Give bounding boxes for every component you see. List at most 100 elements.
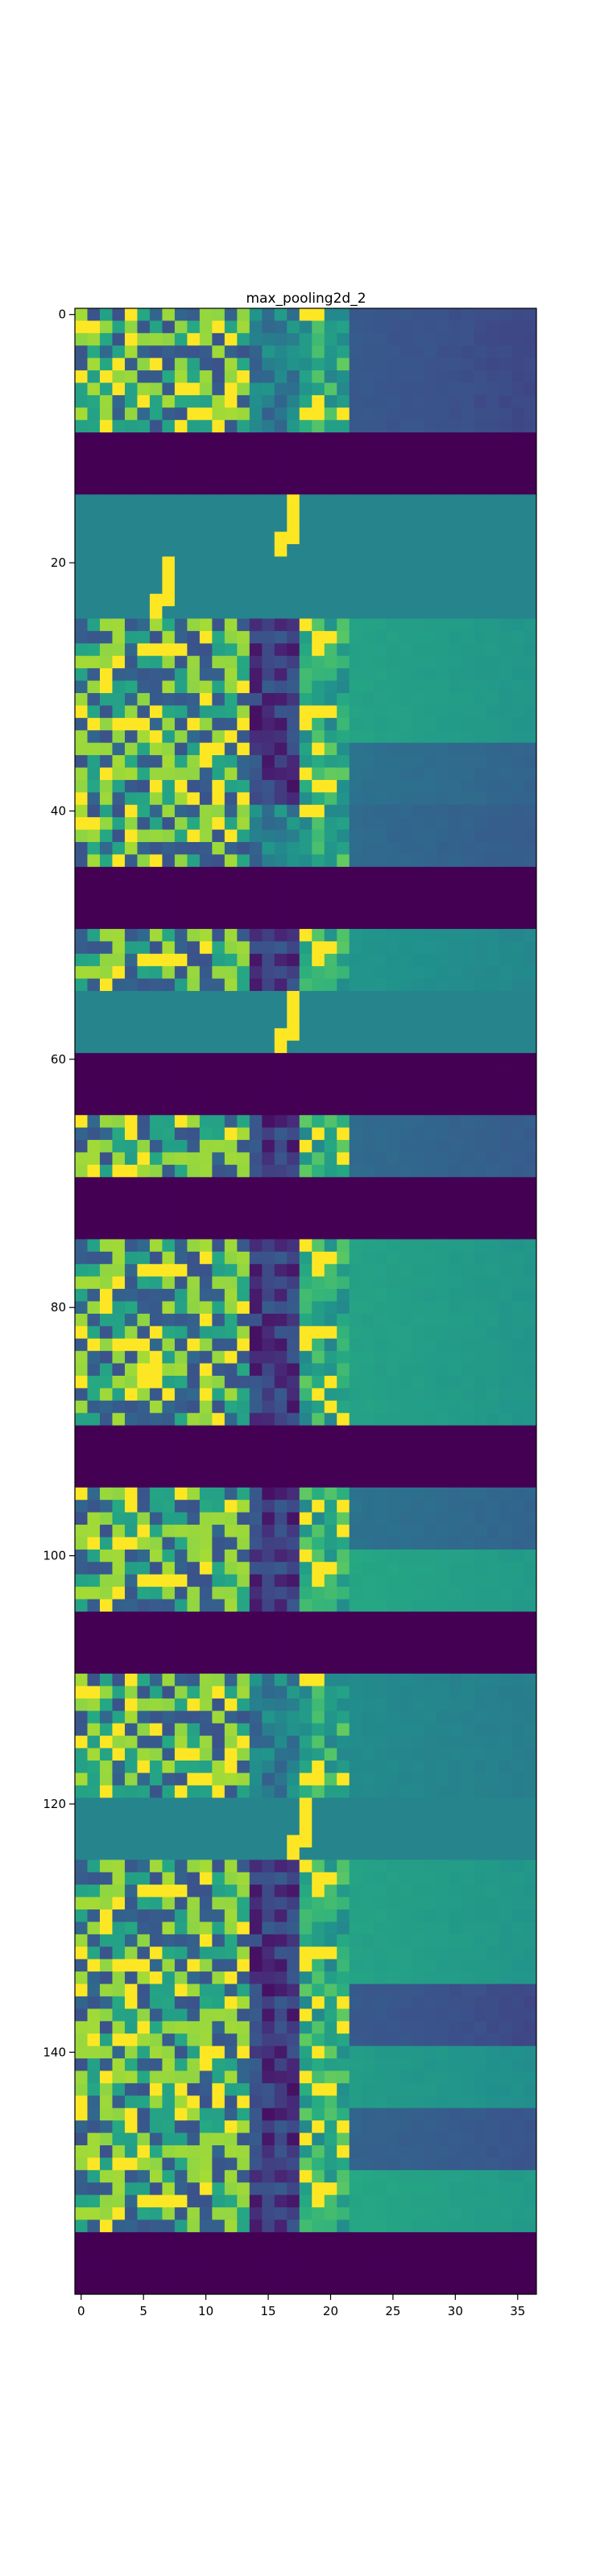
heatmap-cell bbox=[187, 730, 200, 743]
heatmap-cell bbox=[337, 507, 350, 520]
heatmap-cell bbox=[87, 1202, 100, 1215]
heatmap-cell bbox=[461, 1016, 474, 1029]
heatmap-cell bbox=[100, 1513, 113, 1525]
heatmap-cell bbox=[350, 780, 362, 793]
heatmap-cell bbox=[499, 1364, 512, 1377]
heatmap-cell bbox=[437, 1736, 449, 1748]
heatmap-cell bbox=[100, 1674, 113, 1686]
heatmap-cell bbox=[449, 830, 462, 843]
heatmap-cell bbox=[275, 569, 288, 582]
heatmap-cell bbox=[212, 1426, 225, 1439]
heatmap-cell bbox=[187, 1302, 200, 1315]
heatmap-cell bbox=[187, 1624, 200, 1637]
heatmap-cell bbox=[449, 1674, 462, 1686]
heatmap-cell bbox=[200, 445, 213, 458]
heatmap-cell bbox=[412, 1016, 424, 1029]
heatmap-cell bbox=[449, 1662, 462, 1674]
heatmap-cell bbox=[162, 1810, 175, 1823]
heatmap-cell bbox=[499, 1674, 512, 1686]
heatmap-cell bbox=[150, 1128, 163, 1141]
heatmap-cell bbox=[511, 308, 524, 321]
heatmap-cell bbox=[212, 1140, 225, 1153]
heatmap-cell bbox=[112, 730, 125, 743]
heatmap-cell bbox=[87, 892, 100, 905]
heatmap-cell bbox=[175, 631, 188, 644]
heatmap-cell bbox=[486, 1537, 499, 1550]
heatmap-cell bbox=[499, 767, 512, 780]
heatmap-cell bbox=[399, 383, 412, 396]
heatmap-cell bbox=[162, 445, 175, 458]
heatmap-cell bbox=[437, 1922, 449, 1934]
heatmap-cell bbox=[300, 755, 312, 768]
heatmap-cell bbox=[424, 1612, 437, 1624]
heatmap-cell bbox=[175, 1922, 188, 1934]
heatmap-cell bbox=[125, 594, 138, 607]
heatmap-cell bbox=[499, 532, 512, 545]
heatmap-cell bbox=[200, 618, 213, 631]
heatmap-cell bbox=[412, 643, 424, 656]
heatmap-cell bbox=[337, 817, 350, 830]
heatmap-cell bbox=[237, 1761, 250, 1773]
heatmap-cell bbox=[275, 1897, 288, 1910]
heatmap-cell bbox=[499, 1686, 512, 1699]
heatmap-cell bbox=[325, 1451, 337, 1463]
heatmap-cell bbox=[262, 532, 275, 545]
heatmap-cell bbox=[275, 1190, 288, 1203]
heatmap-cell bbox=[287, 1488, 300, 1501]
heatmap-cell bbox=[337, 1785, 350, 1798]
heatmap-cell bbox=[449, 519, 462, 532]
heatmap-cell bbox=[287, 954, 300, 967]
heatmap-cell bbox=[87, 917, 100, 930]
heatmap-cell bbox=[499, 1587, 512, 1600]
heatmap-cell bbox=[362, 594, 375, 607]
heatmap-cell bbox=[237, 494, 250, 507]
heatmap-cell bbox=[424, 643, 437, 656]
heatmap-cell bbox=[75, 544, 88, 557]
heatmap-cell bbox=[486, 1946, 499, 1959]
heatmap-cell bbox=[511, 420, 524, 433]
heatmap-cell bbox=[112, 1364, 125, 1377]
heatmap-cell bbox=[511, 1090, 524, 1103]
heatmap-cell bbox=[325, 1066, 337, 1079]
heatmap-cell bbox=[524, 1388, 537, 1401]
heatmap-cell bbox=[125, 320, 138, 333]
heatmap-cell bbox=[511, 1475, 524, 1488]
heatmap-cell bbox=[461, 1662, 474, 1674]
heatmap-cell bbox=[362, 556, 375, 569]
heatmap-cell bbox=[412, 1537, 424, 1550]
heatmap-cell bbox=[287, 830, 300, 843]
heatmap-cell bbox=[375, 1289, 387, 1302]
heatmap-cell bbox=[511, 1438, 524, 1451]
heatmap-cell bbox=[87, 705, 100, 718]
heatmap-cell bbox=[300, 817, 312, 830]
heatmap-cell bbox=[399, 1165, 412, 1178]
heatmap-cell bbox=[499, 1885, 512, 1897]
heatmap-cell bbox=[275, 1140, 288, 1153]
heatmap-cell bbox=[175, 1860, 188, 1872]
heatmap-cell bbox=[162, 792, 175, 805]
heatmap-cell bbox=[474, 879, 487, 892]
heatmap-cell bbox=[175, 1959, 188, 1972]
heatmap-cell bbox=[162, 979, 175, 992]
heatmap-cell bbox=[387, 1177, 399, 1190]
heatmap-cell bbox=[387, 991, 399, 1004]
heatmap-cell bbox=[325, 631, 337, 644]
heatmap-cell bbox=[399, 1971, 412, 1984]
heatmap-cell bbox=[437, 1128, 449, 1141]
heatmap-cell bbox=[250, 494, 263, 507]
heatmap-cell bbox=[424, 1959, 437, 1972]
heatmap-cell bbox=[300, 1413, 312, 1426]
heatmap-cell bbox=[362, 892, 375, 905]
heatmap-cell bbox=[449, 767, 462, 780]
heatmap-cell bbox=[225, 1451, 238, 1463]
heatmap-cell bbox=[212, 780, 225, 793]
heatmap-cell bbox=[461, 1041, 474, 1054]
heatmap-cell bbox=[162, 1463, 175, 1476]
heatmap-cell bbox=[449, 1488, 462, 1501]
heatmap-cell bbox=[262, 1364, 275, 1377]
heatmap-cell bbox=[399, 532, 412, 545]
heatmap-cell bbox=[387, 830, 399, 843]
heatmap-cell bbox=[437, 1028, 449, 1041]
heatmap-cell bbox=[437, 1711, 449, 1724]
heatmap-cell bbox=[362, 1624, 375, 1637]
